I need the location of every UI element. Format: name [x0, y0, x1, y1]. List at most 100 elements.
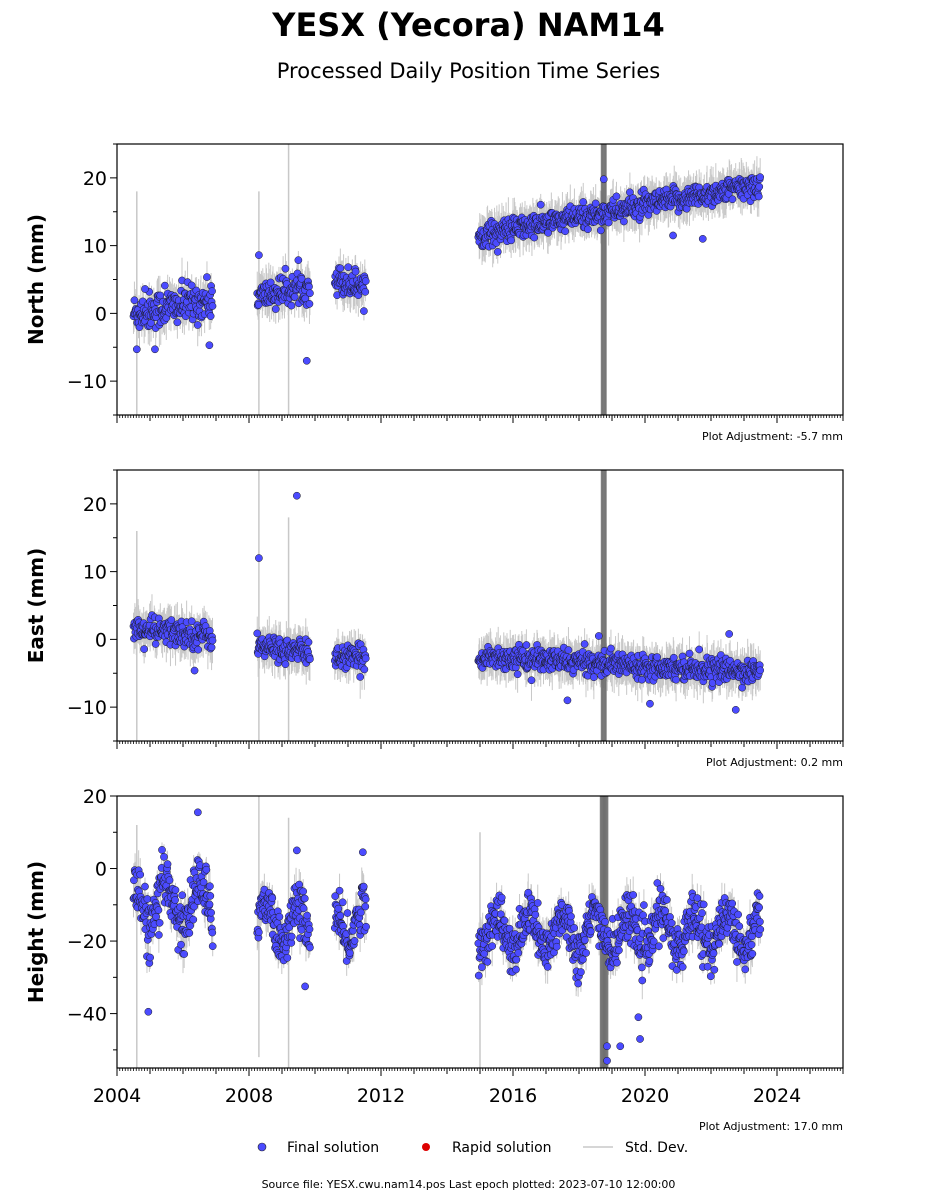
outlier-point — [595, 632, 602, 639]
data-point — [620, 218, 627, 225]
panel-north: −10 0 10 20 North (mm) Plot Adjustment: -5.7 … — [24, 144, 843, 443]
data-point — [580, 198, 587, 205]
outlier-point — [699, 235, 706, 242]
data-point — [345, 264, 352, 271]
plot-adjustment-note: Plot Adjustment: 0.2 mm — [706, 756, 843, 769]
data-point — [531, 234, 538, 241]
data-point — [757, 174, 764, 181]
data-point — [523, 641, 530, 648]
data-point — [254, 630, 261, 637]
figure-subtitle: Processed Daily Position Time Series — [277, 59, 661, 83]
data-point — [756, 183, 763, 190]
outlier-point — [255, 554, 262, 561]
data-point — [361, 666, 368, 673]
data-point — [131, 297, 138, 304]
data-point — [607, 645, 614, 652]
data-point — [288, 302, 295, 309]
data-points — [130, 174, 764, 365]
outlier-point — [600, 176, 607, 183]
outlier-point — [255, 252, 262, 259]
data-point — [282, 265, 289, 272]
data-point — [208, 288, 215, 295]
data-point — [272, 305, 279, 312]
y-axis-label: North (mm) — [24, 214, 48, 345]
data-point — [209, 302, 216, 309]
data-point — [362, 278, 369, 285]
data-point — [696, 646, 703, 653]
outlier-point — [133, 346, 140, 353]
data-point — [357, 673, 364, 680]
data-point — [686, 650, 693, 657]
stddev-bars — [134, 144, 761, 415]
data-point — [565, 646, 572, 653]
outlier-point — [141, 285, 148, 292]
y-axis-label: East (mm) — [24, 548, 48, 664]
data-point — [207, 313, 214, 320]
data-point — [755, 193, 762, 200]
data-point — [208, 644, 215, 651]
data-point — [282, 661, 289, 668]
outlier-point — [151, 346, 158, 353]
data-point — [528, 677, 535, 684]
outlier-point — [646, 700, 653, 707]
data-point — [494, 248, 501, 255]
data-point — [590, 674, 597, 681]
data-point — [584, 226, 591, 233]
outlier-point — [161, 282, 168, 289]
data-point — [306, 290, 313, 297]
y-tick-label: 10 — [83, 236, 107, 258]
outlier-point — [206, 342, 213, 349]
data-point — [757, 667, 764, 674]
data-point — [291, 293, 298, 300]
y-tick-label: 20 — [83, 168, 107, 190]
outlier-point — [303, 357, 310, 364]
plot-frame — [117, 470, 843, 741]
data-point — [362, 655, 369, 662]
data-point — [360, 307, 367, 314]
data-point — [592, 200, 599, 207]
plot-adjustment-note: Plot Adjustment: -5.7 mm — [702, 430, 843, 443]
outlier-point — [726, 630, 733, 637]
data-point — [672, 676, 679, 683]
y-tick-label: 0 — [95, 303, 107, 325]
data-point — [613, 193, 620, 200]
data-point — [352, 268, 359, 275]
stddev-bars — [134, 470, 761, 741]
data-point — [306, 655, 313, 662]
data-point — [255, 301, 262, 308]
outlier-point — [564, 697, 571, 704]
data-point — [305, 639, 312, 646]
data-point — [305, 283, 312, 290]
data-point — [362, 288, 369, 295]
data-point — [562, 228, 569, 235]
y-tick-label: −10 — [67, 371, 107, 393]
data-point — [670, 654, 677, 661]
data-point — [597, 227, 604, 234]
outlier-point — [191, 667, 198, 674]
data-point — [537, 201, 544, 208]
data-point — [729, 196, 736, 203]
data-point — [337, 265, 344, 272]
data-point — [209, 637, 216, 644]
data-point — [295, 257, 302, 264]
data-point — [168, 616, 175, 623]
outlier-point — [732, 706, 739, 713]
y-tick-label: 20 — [83, 494, 107, 516]
outlier-point — [669, 232, 676, 239]
data-point — [508, 237, 515, 244]
y-tick-label: 0 — [95, 629, 107, 651]
data-point — [174, 319, 181, 326]
data-point — [194, 321, 201, 328]
outlier-point — [293, 492, 300, 499]
data-point — [306, 300, 313, 307]
data-point — [203, 273, 210, 280]
data-point — [605, 219, 612, 226]
data-point — [195, 646, 202, 653]
y-tick-label: 10 — [83, 562, 107, 584]
figure-title: YESX (Yecora) NAM14 — [271, 6, 664, 44]
data-point — [654, 653, 661, 660]
panels: −10 0 10 20 North (mm) Plot Adjustment: -5.7 … — [24, 144, 843, 1133]
